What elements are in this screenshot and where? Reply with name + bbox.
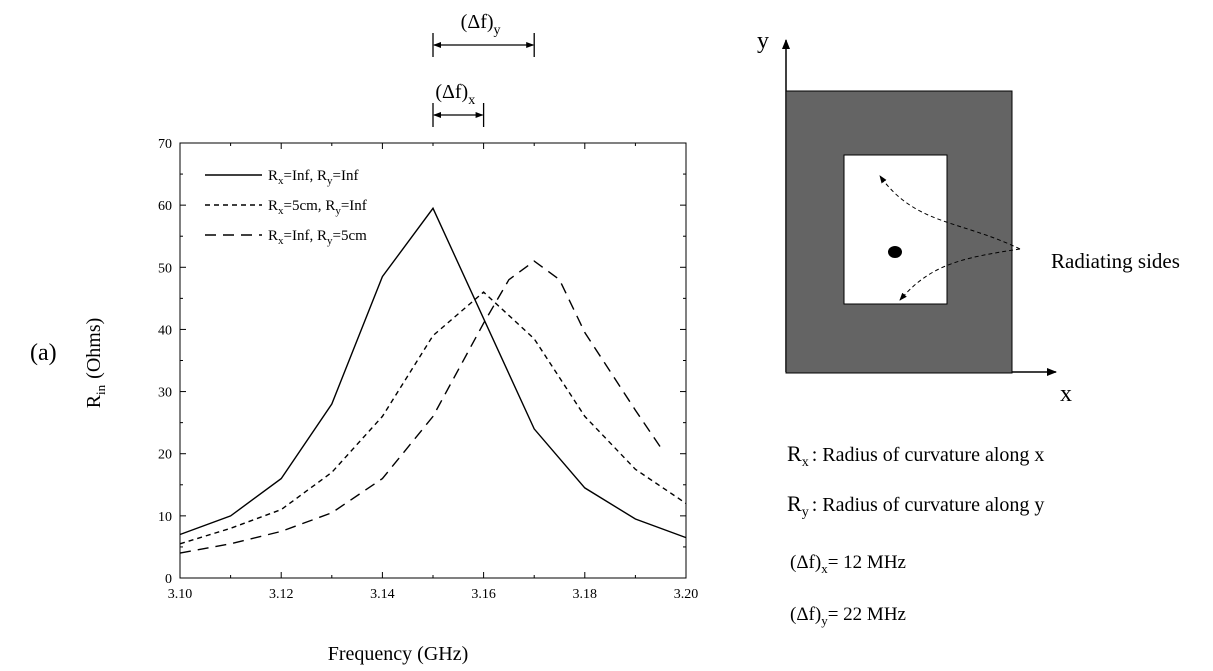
delta-x-label: (Δf)x <box>435 81 475 108</box>
note-dfy-sub: y <box>821 613 828 628</box>
legend-label-part: =Inf <box>341 198 367 214</box>
note-ry-text: : Radius of curvature along y <box>812 494 1045 516</box>
series-lines <box>179 206 687 554</box>
x-tick-label: 3.16 <box>471 587 496 602</box>
notes-block: Rx: Radius of curvature along x Ry: Radi… <box>787 441 1044 628</box>
note-ry: Ry: Radius of curvature along y <box>787 491 1044 520</box>
delta-x-label-main: (Δf) <box>435 81 468 103</box>
y-tick-label: 50 <box>158 261 172 276</box>
legend-label-1: Rx=Inf, Ry=Inf <box>268 168 358 187</box>
x-axis-label: Frequency (GHz) <box>328 643 469 665</box>
legend-label-part: y <box>335 205 341 217</box>
legend-label-part: =Inf, <box>284 168 317 184</box>
note-dfx-text: = 12 MHz <box>828 552 906 573</box>
legend-label-part: R <box>268 168 278 184</box>
legend-label-part: R <box>268 228 278 244</box>
legend-label-part: x <box>278 175 284 187</box>
y-axis-label: Rin (Ohms) <box>83 318 108 409</box>
y-axis-label-sub: in <box>93 384 108 395</box>
legend-label-part: =5cm <box>332 228 367 244</box>
y-tick-label: 70 <box>158 137 172 152</box>
note-rx-text: : Radius of curvature along x <box>812 444 1045 466</box>
delta-x-label-sub: x <box>468 93 475 108</box>
y-axis-label-rest: (Ohms) <box>83 318 105 379</box>
y-tick-label: 10 <box>158 510 172 525</box>
legend-label-part: R <box>317 168 327 184</box>
y-tick-label: 0 <box>165 572 172 587</box>
series-line-2 <box>179 291 687 545</box>
radiating-sides-label: Radiating sides <box>1051 249 1180 273</box>
ground-plane <box>785 90 1013 374</box>
y-axis-ticks: 0 10 20 30 40 50 60 70 <box>158 137 686 587</box>
legend-label-part: =Inf, <box>284 228 317 244</box>
legend-label-part: =Inf <box>332 168 358 184</box>
radiating-arrow-top <box>879 175 1021 250</box>
y-tick-label: 30 <box>158 386 172 401</box>
legend-label-part: y <box>327 175 333 187</box>
note-rx-main: R <box>787 441 802 466</box>
legend-label-part: R <box>317 228 327 244</box>
x-tick-label: 3.18 <box>573 587 598 602</box>
y-tick-label: 40 <box>158 323 172 338</box>
note-dfy-text: = 22 MHz <box>828 604 906 625</box>
note-dfx: (Δf)x= 12 MHz <box>790 552 906 576</box>
note-ry-main: R <box>787 491 802 516</box>
radiating-arrow-bottom <box>899 248 1021 301</box>
y-axis-label-main: R <box>83 394 105 408</box>
note-rx-sub: x <box>802 455 809 470</box>
legend-label-part: x <box>278 205 284 217</box>
legend-label-3: Rx=Inf, Ry=5cm <box>268 228 367 247</box>
note-dfx-sub: x <box>821 561 828 576</box>
legend-label-part: R <box>268 198 278 214</box>
diagram-y-axis-label: y <box>757 28 769 54</box>
panel-label: (a) <box>30 340 57 366</box>
x-tick-label: 3.20 <box>674 587 699 602</box>
feed-point <box>888 246 902 258</box>
legend-label-part: y <box>327 235 333 247</box>
x-tick-label: 3.10 <box>168 587 193 602</box>
chart-panel: 0 10 20 30 40 50 60 70 3.10 3.12 3.14 3.16 3.18 3.20… <box>30 11 698 665</box>
y-tick-label: 60 <box>158 199 172 214</box>
legend-label-part: =5cm, <box>284 198 326 214</box>
note-dfy-main: (Δf) <box>790 604 821 625</box>
legend-label-part: R <box>325 198 335 214</box>
series-line-1 <box>179 206 687 539</box>
delta-y-label: (Δf)y <box>461 11 501 38</box>
patch-opening <box>843 154 948 305</box>
note-rx: Rx: Radius of curvature along x <box>787 441 1044 470</box>
x-axis-ticks: 3.10 3.12 3.14 3.16 3.18 3.20 <box>168 143 699 602</box>
x-tick-label: 3.12 <box>269 587 294 602</box>
delta-y-label-main: (Δf) <box>461 11 494 33</box>
legend-label-2: Rx=5cm, Ry=Inf <box>268 198 367 217</box>
x-tick-label: 3.14 <box>370 587 395 602</box>
delta-markers: (Δf)y(Δf)x <box>432 11 535 127</box>
y-tick-label: 20 <box>158 448 172 463</box>
note-ry-sub: y <box>802 505 809 520</box>
delta-y-label-sub: y <box>494 23 501 38</box>
patch-diagram: y x Radiating sides <box>757 28 1180 407</box>
series-line-3 <box>179 260 662 554</box>
note-dfy: (Δf)y= 22 MHz <box>790 604 906 628</box>
diagram-x-axis-label: x <box>1060 381 1072 407</box>
legend-label-part: x <box>278 235 284 247</box>
note-dfx-main: (Δf) <box>790 552 821 573</box>
